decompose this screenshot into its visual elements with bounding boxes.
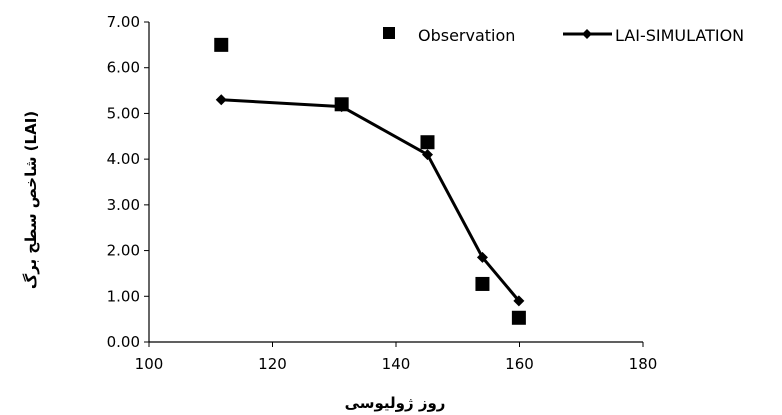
y-tick-label: 4.00 (107, 150, 140, 168)
x-tick-label: 120 (258, 355, 287, 373)
y-tick-label: 6.00 (107, 59, 140, 77)
simulation-point (421, 149, 433, 161)
simulation-point (476, 251, 488, 263)
y-tick-label: 7.00 (107, 13, 140, 31)
y-tick-label: 5.00 (107, 104, 140, 122)
observation-point (334, 97, 349, 112)
y-tick-label: 2.00 (107, 242, 140, 260)
y-tick-label: 1.00 (107, 287, 140, 305)
simulation-point (215, 94, 227, 106)
legend-observation-marker (383, 27, 395, 39)
legend: Observation LAI-SIMULATION (383, 26, 744, 45)
observation-point (420, 135, 435, 150)
y-axis-ticks: 0.00 1.00 2.00 3.00 4.00 5.00 6.00 7.00 (107, 13, 149, 351)
simulation-point (513, 295, 525, 307)
legend-observation-label: Observation (418, 26, 515, 45)
legend-simulation-marker (582, 29, 592, 39)
x-tick-label: 140 (382, 355, 411, 373)
observation-point (214, 37, 229, 52)
x-axis-label: روز ژولیوسی (345, 394, 446, 412)
series-observation (214, 37, 526, 325)
legend-simulation-label: LAI-SIMULATION (615, 26, 744, 45)
observation-point (511, 310, 526, 325)
simulation-line (221, 98, 521, 302)
x-tick-label: 100 (135, 355, 164, 373)
y-axis-label: شاخص سطح برگ (LAI) (22, 111, 40, 289)
x-axis-ticks: 100 120 140 160 180 (135, 342, 658, 373)
observation-point (475, 276, 490, 291)
y-tick-label: 0.00 (107, 333, 140, 351)
series-lai-simulation (215, 94, 525, 307)
x-tick-label: 180 (629, 355, 658, 373)
y-tick-label: 3.00 (107, 196, 140, 214)
x-tick-label: 160 (505, 355, 534, 373)
axes (148, 22, 643, 343)
